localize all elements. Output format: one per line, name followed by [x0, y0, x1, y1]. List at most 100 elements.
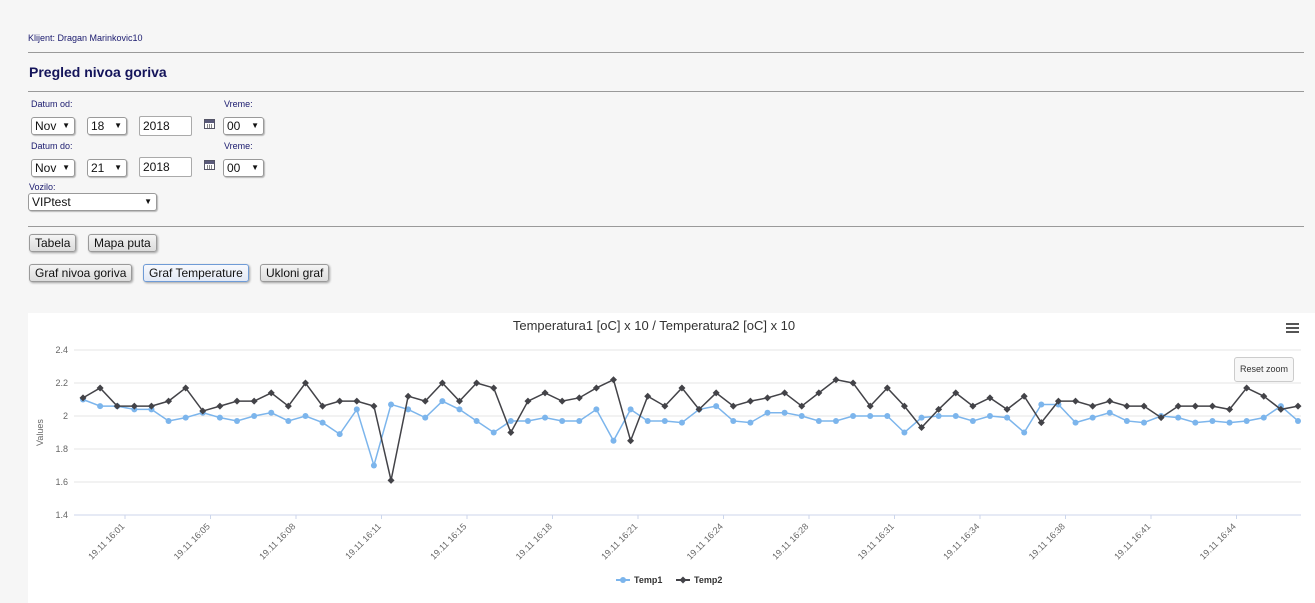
data-point-temp1	[422, 414, 429, 421]
data-point-temp1	[268, 409, 275, 416]
divider	[28, 52, 1304, 53]
data-point-temp2	[1054, 397, 1062, 405]
calendar-icon[interactable]	[204, 119, 215, 129]
fuel-graph-button[interactable]: Graf nivoa goriva	[29, 264, 133, 282]
data-point-temp2	[969, 402, 977, 410]
data-point-temp2	[353, 397, 361, 405]
from-month-select[interactable]: Nov ▼	[31, 117, 75, 135]
data-point-temp1	[302, 413, 309, 419]
data-point-temp2	[250, 397, 258, 405]
x-tick-label: 19.11 16:44	[1198, 521, 1238, 561]
data-point-temp2	[575, 394, 583, 402]
data-point-temp2	[216, 402, 224, 410]
dropdown-arrow-icon: ▼	[251, 121, 259, 130]
data-point-temp1	[610, 437, 617, 444]
data-point-temp1	[1021, 429, 1028, 436]
y-tick-label: 1.6	[55, 477, 68, 487]
reset-zoom-button[interactable]: Reset zoom	[1234, 357, 1294, 382]
to-hour-select[interactable]: 00 ▼	[223, 159, 264, 177]
data-point-temp2	[764, 394, 772, 402]
chart-title: Temperatura1 [oC] x 10 / Temperatura2 [o…	[512, 318, 796, 333]
data-point-temp2	[849, 379, 857, 387]
x-tick-label: 19.11 16:38	[1027, 521, 1067, 561]
data-point-temp2	[1003, 405, 1011, 413]
data-point-temp1	[439, 398, 446, 405]
to-day-select[interactable]: 21 ▼	[87, 159, 127, 177]
from-month-value: Nov	[35, 119, 57, 133]
calendar-icon[interactable]	[204, 160, 215, 170]
legend-label-temp1: Temp1	[634, 575, 662, 585]
x-tick-label: 19.11 16:24	[685, 521, 725, 561]
data-point-temp1	[815, 417, 822, 424]
data-point-temp1	[165, 417, 172, 424]
data-point-temp2	[165, 397, 173, 405]
vehicle-select[interactable]: VIPtest ▼	[28, 193, 157, 211]
to-month-select[interactable]: Nov ▼	[31, 159, 75, 177]
data-point-temp2	[644, 392, 652, 400]
data-point-temp1	[867, 413, 874, 419]
x-tick-label: 19.11 16:41	[1112, 521, 1152, 561]
data-point-temp1	[1089, 414, 1096, 421]
temperature-graph-button[interactable]: Graf Temperature	[143, 264, 249, 282]
data-point-temp1	[97, 403, 104, 410]
data-point-temp2	[336, 397, 344, 405]
remove-graph-button[interactable]: Ukloni graf	[260, 264, 330, 282]
data-point-temp2	[1157, 414, 1165, 422]
table-button[interactable]: Tabela	[29, 234, 77, 252]
data-point-temp2	[147, 402, 155, 410]
data-point-temp2	[832, 376, 840, 384]
data-point-temp1	[850, 413, 857, 419]
time-to-label: Vreme:	[224, 141, 253, 151]
data-point-temp2	[798, 402, 806, 410]
data-point-temp2	[627, 437, 635, 445]
data-point-temp2	[918, 424, 926, 432]
data-point-temp2	[1072, 397, 1080, 405]
data-point-temp1	[764, 409, 771, 416]
data-point-temp2	[1277, 405, 1285, 413]
data-point-temp1	[952, 413, 959, 419]
data-point-temp2	[267, 389, 275, 397]
data-point-temp2	[592, 384, 600, 392]
date-to-label: Datum do:	[31, 141, 73, 151]
legend-label-temp2: Temp2	[694, 575, 722, 585]
data-point-temp2	[1191, 402, 1199, 410]
data-point-temp2	[1294, 402, 1302, 410]
dropdown-arrow-icon: ▼	[114, 121, 122, 130]
chart-canvas[interactable]: 2.4 2.2 2 1.8 1.6 1.4 Values 19.11 16:01 19.11 1…	[28, 313, 1315, 603]
from-day-value: 18	[91, 119, 105, 133]
dropdown-arrow-icon: ▼	[144, 197, 152, 206]
to-day-value: 21	[91, 161, 105, 175]
to-year-input[interactable]: 2018	[139, 157, 192, 177]
data-point-temp1	[524, 417, 531, 424]
data-point-temp2	[301, 379, 309, 387]
y-tick-label: 1.8	[55, 444, 68, 454]
data-point-temp1	[713, 403, 720, 410]
data-point-temp1	[542, 414, 549, 421]
data-point-temp2	[729, 402, 737, 410]
data-point-temp2	[438, 379, 446, 387]
data-point-temp1	[747, 419, 754, 426]
from-hour-select[interactable]: 00 ▼	[223, 117, 264, 135]
data-point-temp2	[387, 476, 395, 484]
x-tick-label: 19.11 16:34	[941, 521, 981, 561]
x-tick-label: 19.11 16:11	[343, 521, 383, 561]
from-hour-value: 00	[227, 119, 241, 133]
to-month-value: Nov	[35, 161, 57, 175]
y-tick-label: 1.4	[55, 510, 68, 520]
legend-marker-temp1	[620, 577, 626, 583]
data-point-temp1	[1209, 417, 1216, 424]
data-point-temp1	[251, 413, 258, 419]
data-point-temp1	[336, 431, 343, 438]
data-point-temp1	[1260, 414, 1267, 421]
x-tick-label: 19.11 16:05	[172, 521, 212, 561]
from-year-input[interactable]: 2018	[139, 116, 192, 136]
data-point-temp2	[1106, 397, 1114, 405]
data-point-temp1	[285, 417, 292, 424]
route-map-button[interactable]: Mapa puta	[88, 234, 157, 252]
hamburger-menu-icon[interactable]	[1286, 323, 1299, 333]
data-point-temp1	[473, 417, 480, 424]
from-day-select[interactable]: 18 ▼	[87, 117, 127, 135]
data-point-temp1	[234, 417, 241, 424]
x-tick-label: 19.11 16:21	[599, 521, 639, 561]
data-point-temp2	[935, 405, 943, 413]
